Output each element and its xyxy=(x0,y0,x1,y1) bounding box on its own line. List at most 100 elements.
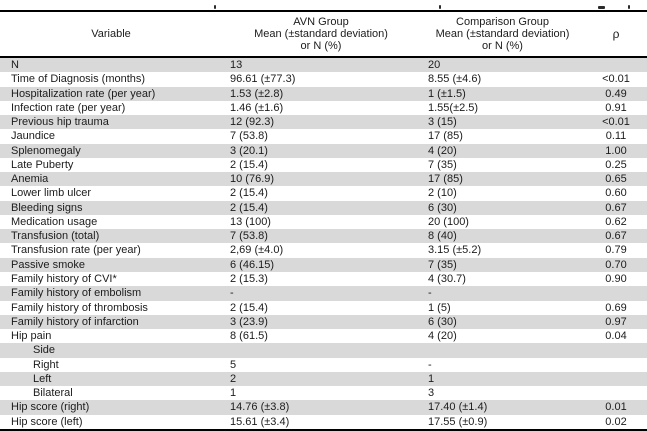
comparison-cell: 17.40 (±1.4) xyxy=(428,401,488,414)
avn-cell: 2 (15.4) xyxy=(230,187,268,200)
variable-cell: Anemia xyxy=(11,173,49,186)
p-cell: 0.04 xyxy=(605,330,627,343)
variable-cell: Bleeding signs xyxy=(11,201,83,214)
variable-cell: Medication usage xyxy=(11,215,98,228)
variable-cell: Bilateral xyxy=(33,387,73,400)
table-row: Family history of CVI* 2 (15.3) 4 (30.7) 0.… xyxy=(0,272,647,286)
comparison-cell: 4 (20) xyxy=(428,330,457,343)
p-cell: 0.60 xyxy=(605,187,627,200)
p-cell: 0.02 xyxy=(605,415,627,428)
comparison-cell: 3 (15) xyxy=(428,116,457,129)
avn-cell: 6 (46.15) xyxy=(230,258,275,271)
caption-fragment xyxy=(598,6,605,9)
comparison-cell: 8.55 (±4.6) xyxy=(428,73,482,86)
comparison-cell: 17 (85) xyxy=(428,173,463,186)
avn-cell: 96.61 (±77.3) xyxy=(230,73,296,86)
comparison-cell: 8 (40) xyxy=(428,230,457,243)
avn-cell: 2 (15.4) xyxy=(230,301,268,314)
comparison-cell: 20 xyxy=(428,59,441,71)
comparison-cell: 17.55 (±0.9) xyxy=(428,415,488,428)
variable-cell: Jaundice xyxy=(11,130,56,143)
comparison-cell: 4 (20) xyxy=(428,144,457,157)
caption-fragment xyxy=(214,5,216,9)
header-row: Variable AVN Group Mean (±standard devia… xyxy=(0,11,647,58)
table-row: Time of Diagnosis (months) 96.61 (±77.3) 8… xyxy=(0,72,647,86)
avn-cell: 7 (53.8) xyxy=(230,130,268,143)
comparison-cell: - xyxy=(428,287,432,300)
variable-cell: Family history of embolism xyxy=(11,287,142,300)
avn-cell: 2 (15.3) xyxy=(230,272,268,285)
p-cell: 0.90 xyxy=(605,272,627,285)
avn-group-header-line1: AVN Group xyxy=(293,16,349,28)
comparison-group-header-line2: Mean (±standard deviation) xyxy=(435,28,570,40)
variable-cell: N xyxy=(11,59,19,71)
p-cell: 0.49 xyxy=(605,87,627,100)
variable-cell: Hip score (left) xyxy=(11,415,83,428)
table-row: Bilateral 1 3 xyxy=(0,386,647,400)
avn-cell: 1.53 (±2.8) xyxy=(230,87,284,100)
comparison-cell: 7 (35) xyxy=(428,158,457,171)
comparison-cell: 1 xyxy=(428,372,435,385)
table-body: N 13 20 Time of Diagnosis (months) 96.61 (±7… xyxy=(0,57,647,430)
variable-cell: Passive smoke xyxy=(11,258,85,271)
variable-cell: Late Puberty xyxy=(11,158,74,171)
p-cell: 0.67 xyxy=(605,201,627,214)
avn-cell: 15.61 (±3.4) xyxy=(230,415,290,428)
avn-cell: 7 (53.8) xyxy=(230,230,268,243)
avn-cell: 2 (15.4) xyxy=(230,201,268,214)
avn-cell: 5 xyxy=(230,358,237,371)
table-row: Jaundice 7 (53.8) 17 (85) 0.11 xyxy=(0,129,647,143)
comparison-cell: 17 (85) xyxy=(428,130,463,143)
table-row: Late Puberty 2 (15.4) 7 (35) 0.25 xyxy=(0,158,647,172)
variable-cell: Right xyxy=(33,358,59,371)
p-cell xyxy=(585,57,647,72)
variable-cell: Lower limb ulcer xyxy=(11,187,92,200)
table-row: Transfusion (total) 7 (53.8) 8 (40) 0.67 xyxy=(0,229,647,244)
table-row: Infection rate (per year) 1.46 (±1.6) 1.55… xyxy=(0,101,647,115)
comparison-cell: 3.15 (±5.2) xyxy=(428,244,482,257)
table-row: Hip score (left) 15.61 (±3.4) 17.55 (±0.9)… xyxy=(0,415,647,430)
p-cell: 0.65 xyxy=(605,173,627,186)
variable-cell: Transfusion rate (per year) xyxy=(11,244,141,257)
table-row: Previous hip trauma 12 (92.3) 3 (15) <0.01 xyxy=(0,115,647,130)
table-row: Family history of infarction 3 (23.9) 6 (3… xyxy=(0,314,647,330)
comparison-cell: - xyxy=(428,358,432,371)
avn-cell: 3 (23.9) xyxy=(230,315,268,328)
avn-cell: - xyxy=(230,287,234,300)
variable-cell: Family history of thrombosis xyxy=(11,301,148,314)
p-cell: 0.70 xyxy=(605,258,627,271)
p-cell xyxy=(585,286,647,300)
cropped-caption-strip xyxy=(0,0,647,10)
variable-cell: Family history of CVI* xyxy=(11,272,117,285)
p-cell: 0.01 xyxy=(605,401,627,414)
avn-cell: 1 xyxy=(230,387,237,400)
table-row: Passive smoke 6 (46.15) 7 (35) 0.70 xyxy=(0,257,647,272)
variable-cell: Left xyxy=(33,372,52,385)
p-cell: 0.25 xyxy=(605,158,627,171)
avn-cell: 3 (20.1) xyxy=(230,144,268,157)
avn-cell: 13 xyxy=(230,59,243,71)
variable-column-header: Variable xyxy=(0,11,222,58)
p-value-column-header: ρ xyxy=(585,11,647,58)
p-cell xyxy=(585,386,647,400)
table-row: Side xyxy=(0,343,647,358)
p-cell xyxy=(585,372,647,386)
p-cell: <0.01 xyxy=(602,73,630,86)
table-row: Anemia 10 (76.9) 17 (85) 0.65 xyxy=(0,172,647,187)
avn-cell: 2 (15.4) xyxy=(230,158,268,171)
comparison-cell: 2 (10) xyxy=(428,187,457,200)
table-row: Hip pain 8 (61.5) 4 (20) 0.04 xyxy=(0,329,647,343)
avn-cell: 13 (100) xyxy=(230,215,271,228)
caption-fragment xyxy=(439,5,441,9)
comparison-cell: 20 (100) xyxy=(428,215,469,228)
comparison-cell: 3 xyxy=(428,387,435,400)
table-row: Family history of embolism - - xyxy=(0,286,647,301)
table-header: Variable AVN Group Mean (±standard devia… xyxy=(0,11,647,58)
table-row: Transfusion rate (per year) 2,69 (±4.0) 3.… xyxy=(0,243,647,257)
comparison-cell xyxy=(420,343,585,357)
comparison-group-column-header: Comparison Group Mean (±standard deviati… xyxy=(420,11,585,58)
variable-cell: Family history of infarction xyxy=(11,315,139,328)
variable-cell: Hip pain xyxy=(11,330,52,343)
variable-cell: Infection rate (per year) xyxy=(11,101,126,114)
